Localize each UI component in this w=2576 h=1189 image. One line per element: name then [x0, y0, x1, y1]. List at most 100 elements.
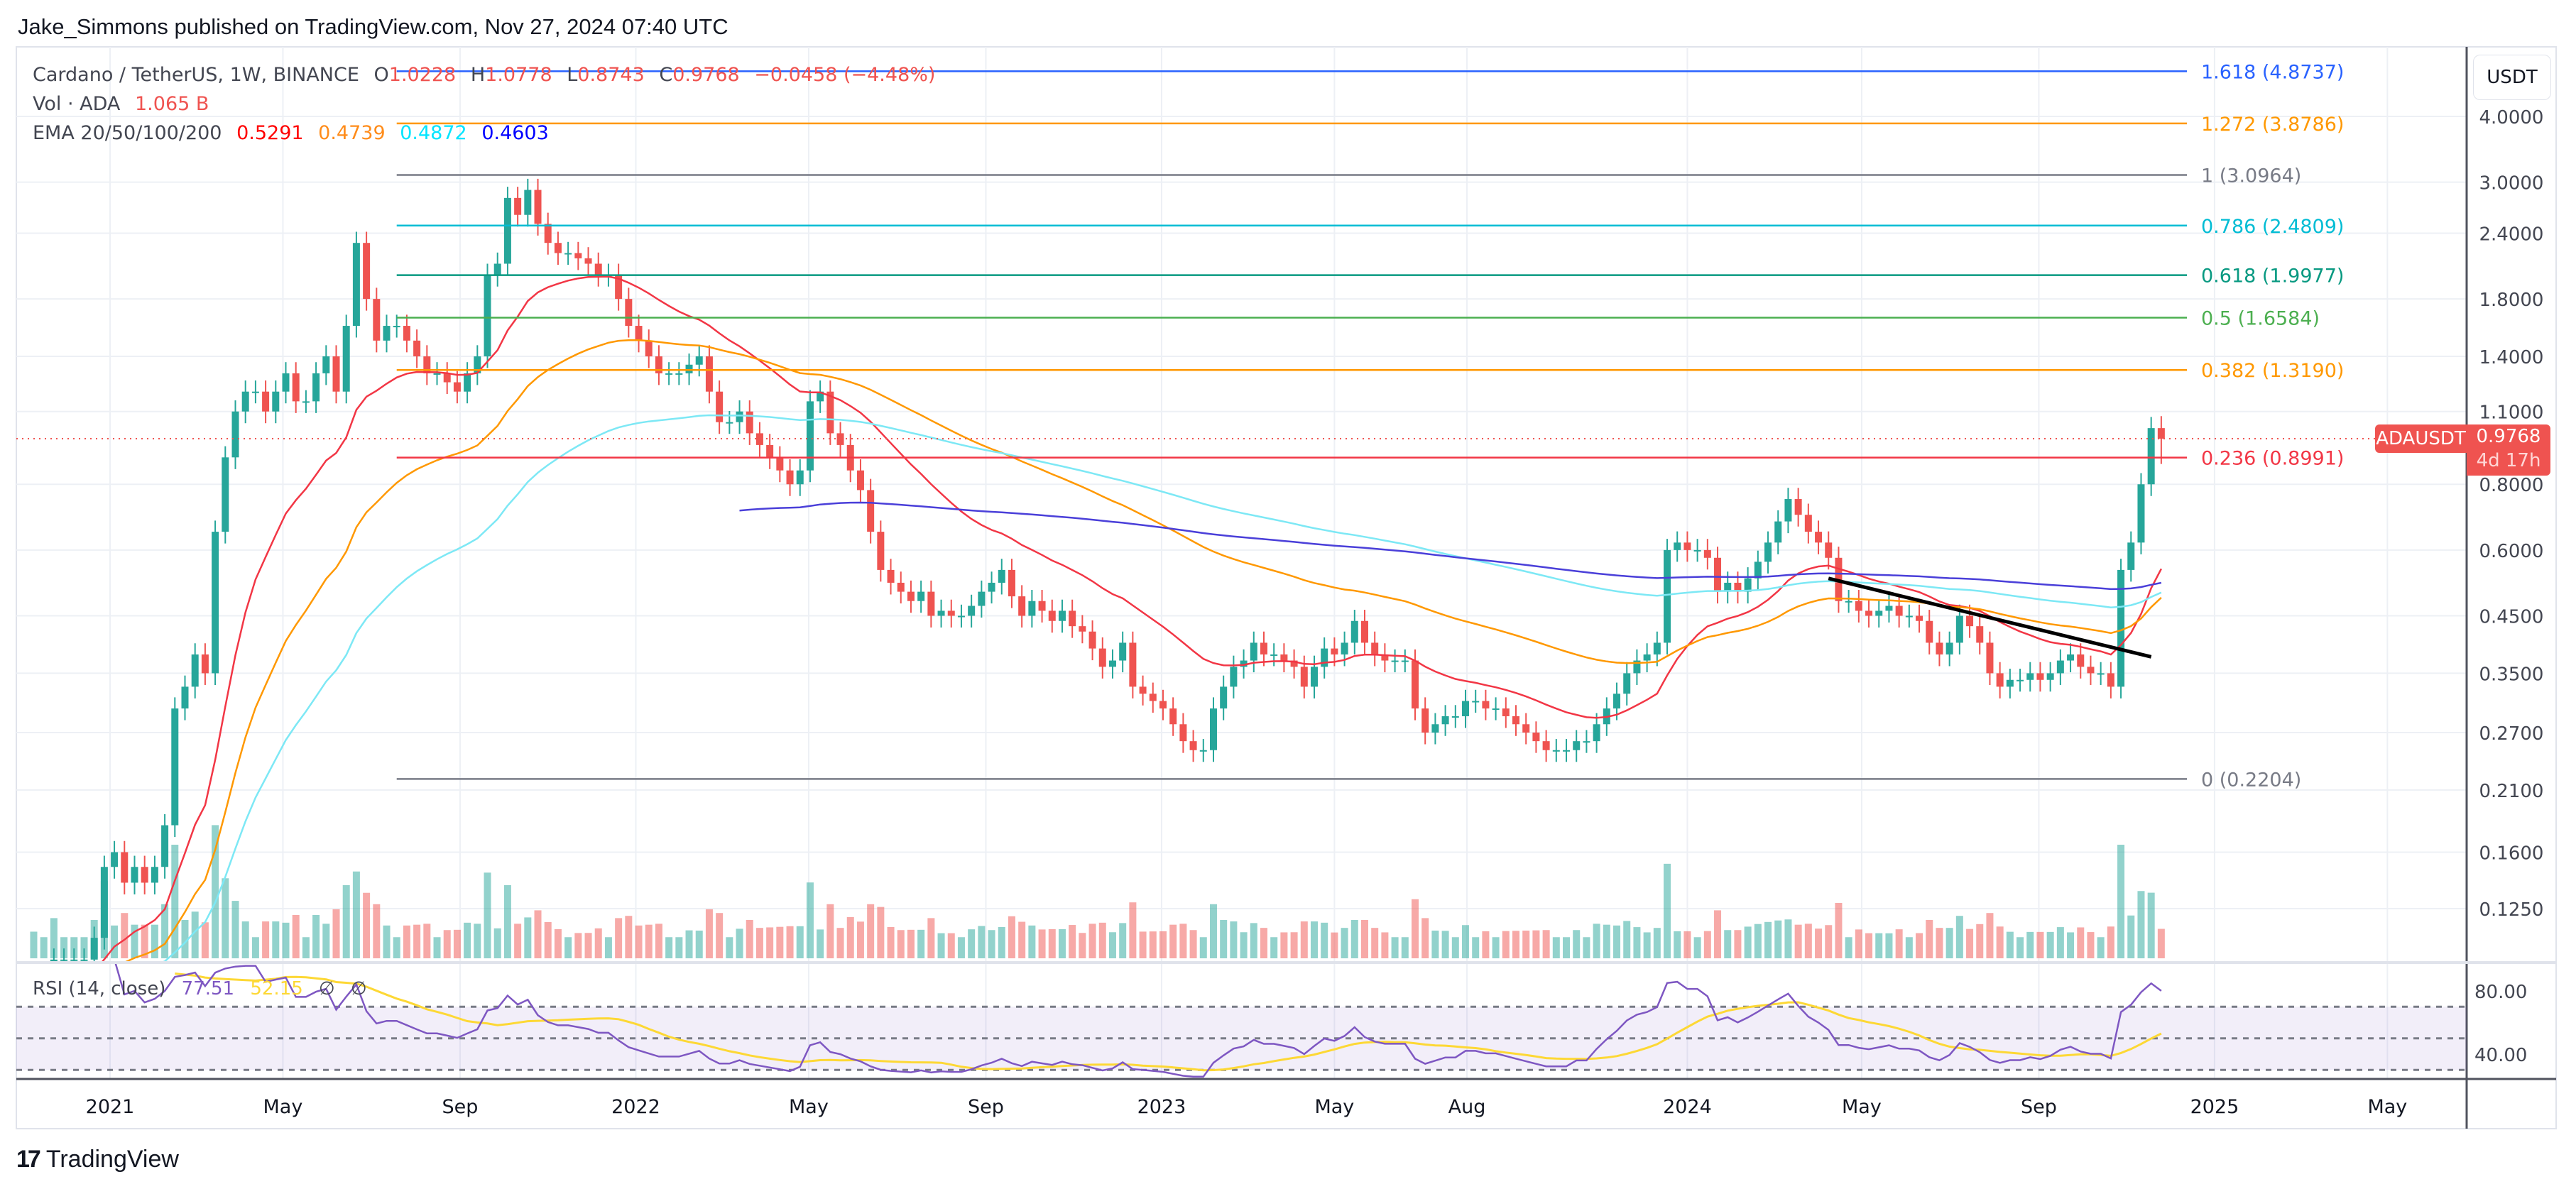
candle-body [2046, 673, 2054, 680]
candle-body [1441, 716, 1449, 725]
volume-bar [1855, 929, 1862, 958]
candle-body [1502, 708, 1510, 716]
candle-body [1119, 642, 1127, 661]
volume-bar [1986, 913, 1994, 958]
candle-body [1028, 601, 1036, 616]
price-tick-label: 0.1600 [2479, 843, 2544, 864]
volume-bar [1966, 928, 1974, 958]
candle-body [1008, 569, 1015, 597]
candle-body [1936, 642, 1943, 654]
candle-body [625, 299, 633, 327]
ema-label[interactable]: EMA 20/50/100/200 [33, 122, 222, 144]
candle-body [776, 457, 784, 471]
volume-bar [635, 925, 643, 958]
volume-bar [594, 928, 602, 958]
volume-bar [302, 937, 310, 958]
candle-body [1643, 654, 1651, 661]
volume-bar [1230, 921, 1238, 958]
rsi-label[interactable]: RSI (14, close) [33, 978, 166, 999]
price-tick-label: 0.1250 [2479, 899, 2544, 921]
time-tick-label: May [1314, 1096, 1354, 1118]
candle-body [1774, 521, 1782, 543]
volume-bar [201, 922, 209, 958]
candle-body [1280, 654, 1288, 661]
volume-bar [1492, 937, 1500, 958]
candle-body [60, 959, 68, 961]
high-label: H [470, 64, 486, 86]
volume-bar [1482, 931, 1490, 958]
volume-bar [2127, 915, 2135, 958]
time-tick-label: May [1842, 1096, 1882, 1118]
ema20-value: 0.5291 [236, 122, 304, 144]
candle-body [726, 422, 733, 424]
rsi-ma-value: 52.15 [250, 978, 303, 999]
candle-body [1926, 620, 1933, 643]
candle-body [856, 470, 864, 491]
price-tick-label: 0.3500 [2479, 664, 2544, 685]
volume-bar [554, 928, 562, 958]
close-value: 0.9768 [672, 64, 740, 86]
currency-button[interactable]: USDT [2473, 55, 2551, 100]
time-tick-label: 2022 [611, 1096, 660, 1118]
volume-bar [1018, 921, 1026, 958]
volume-bar [1381, 932, 1389, 958]
volume-bar [897, 930, 905, 958]
tradingview-logo[interactable]: 17 TradingView [16, 1146, 179, 1173]
volume-bar [1815, 928, 1823, 958]
time-tick-label: 2021 [86, 1096, 135, 1118]
candle-body [615, 275, 623, 300]
candle-body [80, 959, 88, 961]
volume-bar [776, 926, 784, 958]
candle-body [645, 340, 653, 357]
candle-body [1623, 673, 1631, 694]
volume-bar [231, 901, 239, 958]
symbol-name[interactable]: Cardano / TetherUS, 1W, BINANCE [33, 64, 359, 86]
volume-label[interactable]: Vol · ADA [33, 93, 121, 115]
candle-body [1350, 620, 1358, 643]
last-price-tag: 0.9768 4d 17h [2467, 424, 2550, 476]
candle-body [1804, 515, 1812, 532]
price-tick-label: 1.8000 [2479, 290, 2544, 311]
candle-body [1482, 701, 1490, 709]
volume-bar [1804, 924, 1812, 958]
candle-body [1905, 615, 1913, 618]
candle-body [1885, 606, 1893, 611]
volume-bar [1936, 928, 1943, 958]
volume-bar [2036, 931, 2044, 958]
volume-bar [705, 909, 713, 958]
volume-bar [907, 929, 915, 958]
volume-bar [978, 926, 986, 958]
volume-bar [1693, 937, 1701, 958]
candle-body [282, 373, 290, 392]
volume-bar [2097, 937, 2105, 958]
candle-body [755, 433, 763, 445]
volume-bar [131, 924, 138, 958]
volume-bar [746, 919, 753, 958]
volume-bar [695, 930, 703, 958]
candle-body [1593, 724, 1600, 742]
candle-body [443, 373, 451, 383]
volume-bar [2006, 931, 2014, 958]
candle-body [1421, 708, 1429, 733]
volume-bar [1270, 937, 1278, 958]
volume-bar [1794, 924, 1802, 958]
candle-body [70, 959, 78, 961]
fib-label-0.786: 0.786 (2.4809) [2201, 216, 2344, 238]
candle-body [413, 340, 421, 357]
volume-bar [1603, 924, 1610, 958]
volume-bar [2067, 932, 2075, 958]
volume-bar [60, 937, 68, 958]
fib-label-0.618: 0.618 (1.9977) [2201, 265, 2344, 287]
volume-bar [262, 921, 270, 958]
candle-body [222, 457, 229, 532]
volume-bar [675, 937, 683, 958]
candle-body [806, 401, 814, 471]
volume-bar [403, 925, 410, 958]
volume-bar [1300, 921, 1308, 958]
candle-body [1613, 694, 1621, 709]
volume-bar [373, 904, 381, 958]
candle-body [685, 364, 693, 373]
volume-bar [433, 937, 441, 958]
volume-bar [1593, 924, 1600, 958]
